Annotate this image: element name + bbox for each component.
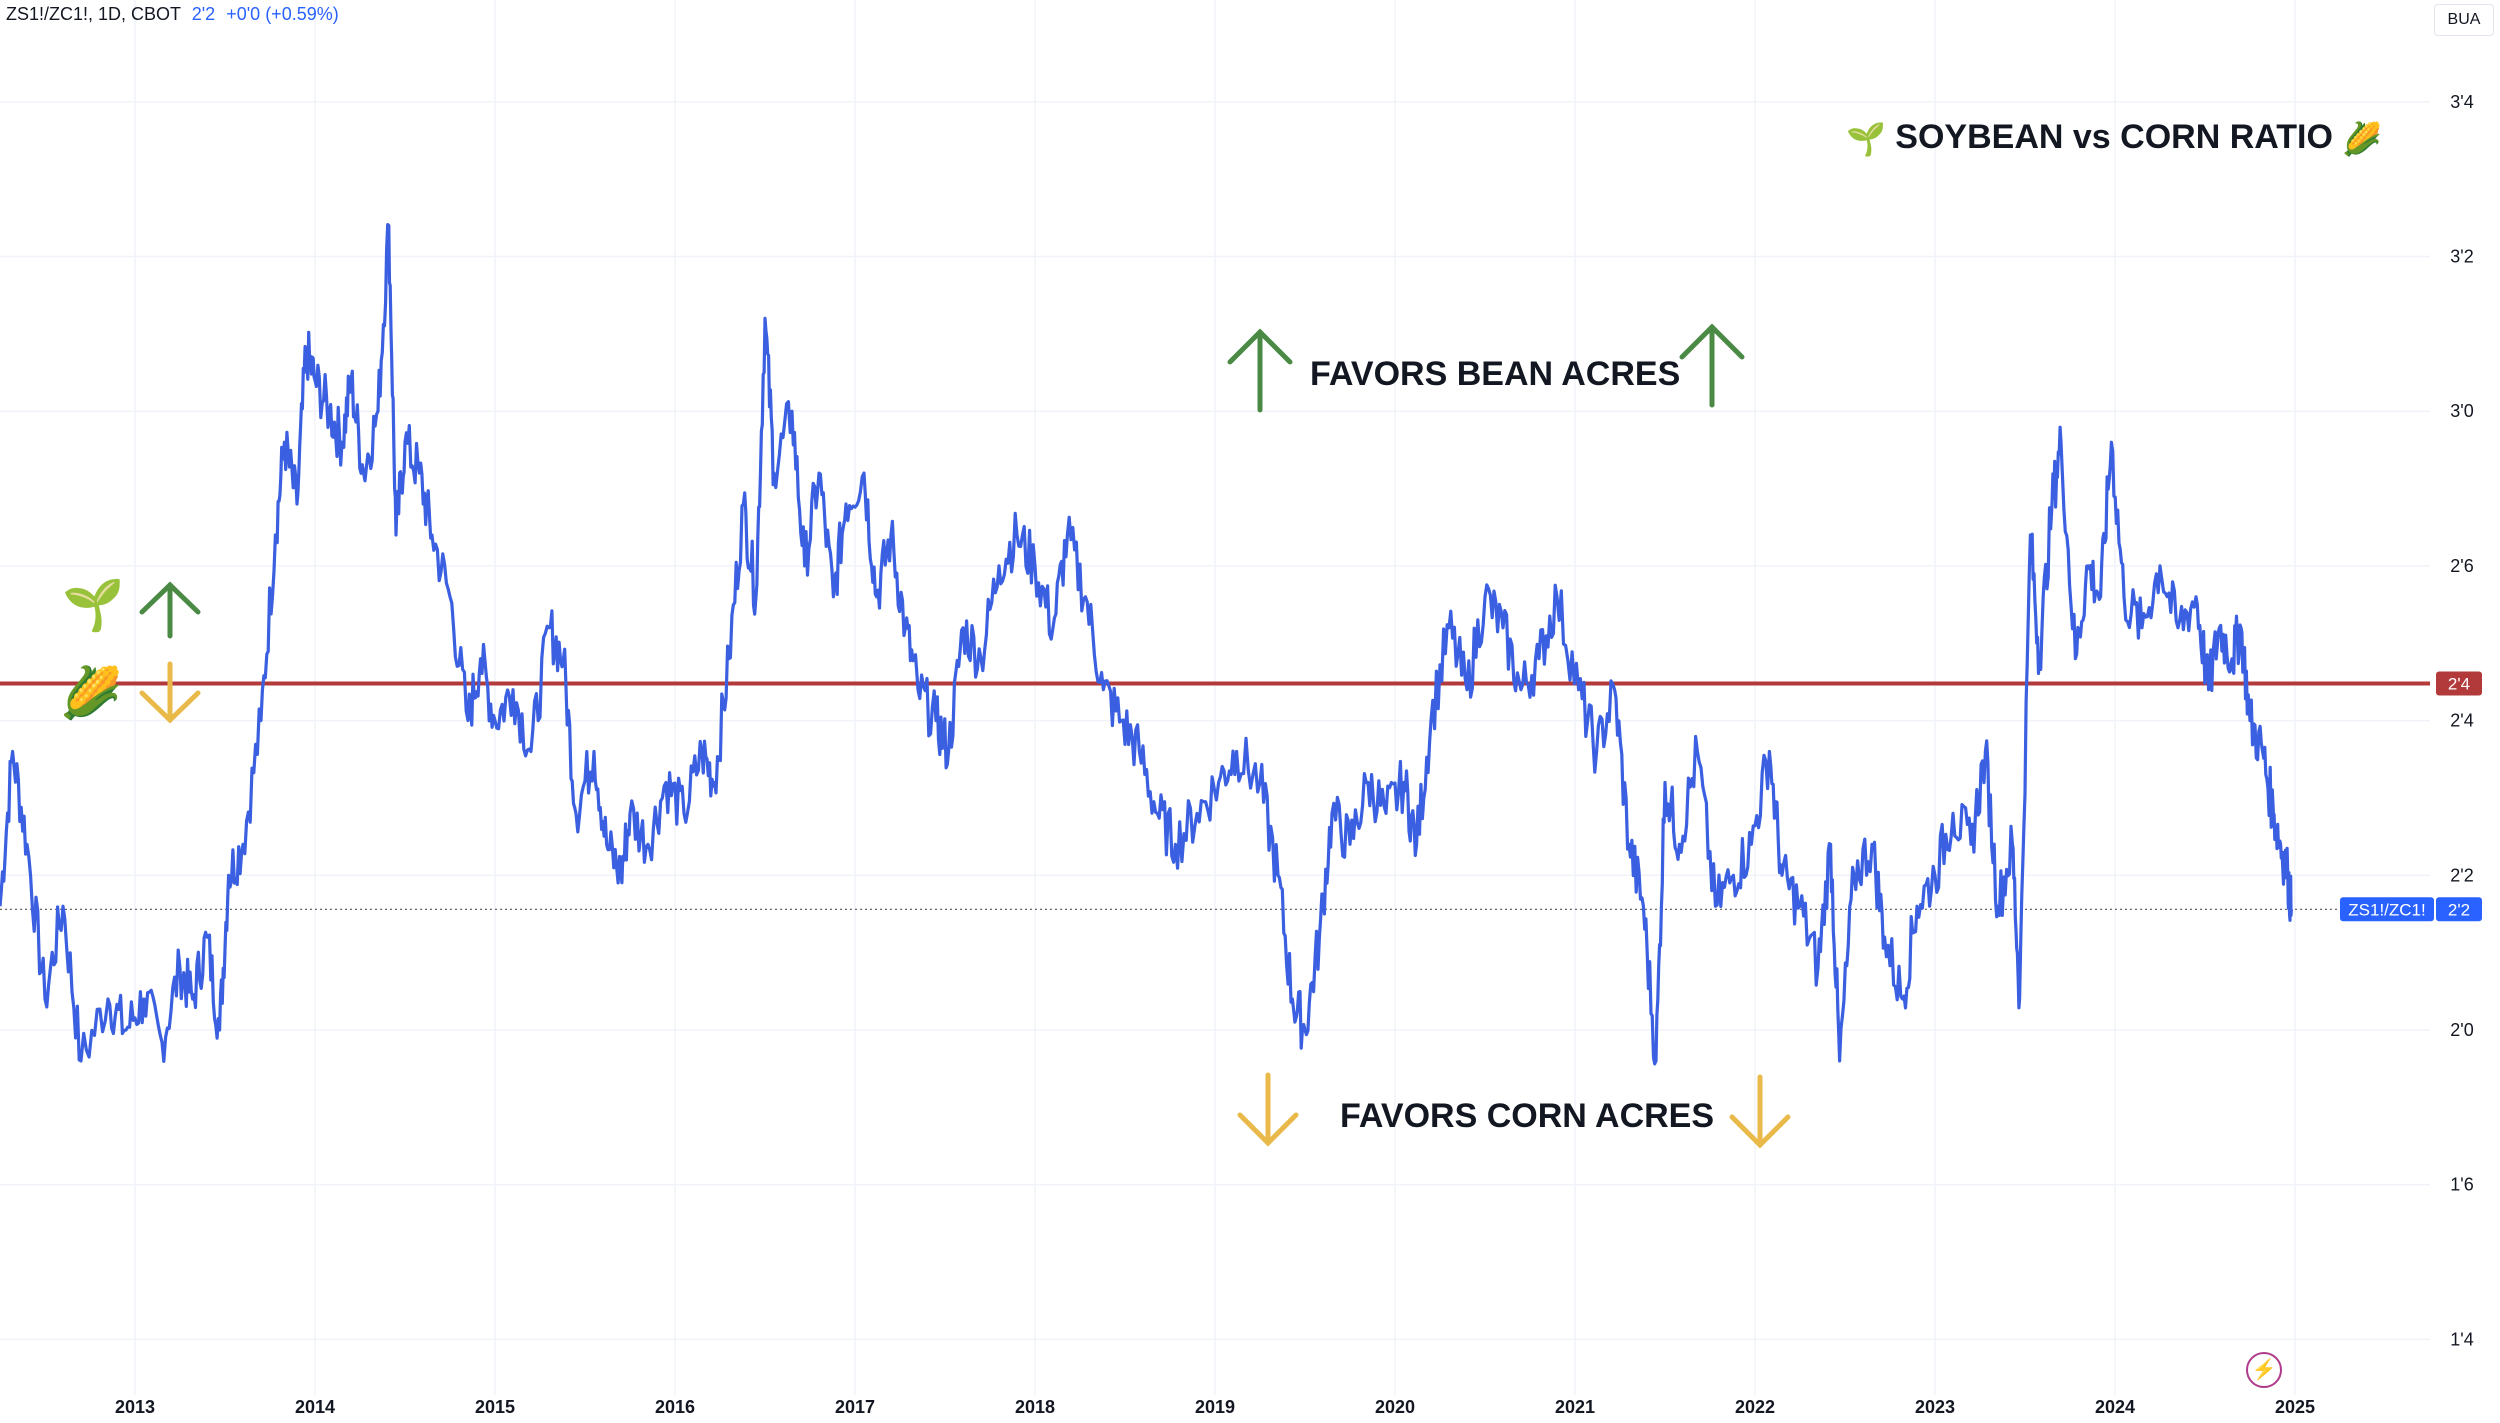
x-tick-label: 2013 <box>115 1397 155 1417</box>
last-value-label: 2ʹ2 <box>2448 900 2470 919</box>
bean-arrow-up-icon <box>1679 323 1745 408</box>
x-tick-label: 2017 <box>835 1397 875 1417</box>
threshold-label: 2ʹ4 <box>2448 674 2470 693</box>
chart-title-text: SOYBEAN vs CORN RATIO <box>1895 118 2333 156</box>
y-tick-label: 2ʹ2 <box>2450 865 2473 885</box>
x-tick-label: 2015 <box>475 1397 515 1417</box>
lightning-icon[interactable]: ⚡ <box>2246 1352 2282 1388</box>
x-tick-label: 2019 <box>1195 1397 1235 1417</box>
x-tick-label: 2018 <box>1015 1397 1055 1417</box>
x-tick-label: 2016 <box>655 1397 695 1417</box>
last-price: 2ʹ2 <box>191 4 216 24</box>
price-change: +0ʹ0 (+0.59%) <box>226 4 339 24</box>
x-tick-label: 2020 <box>1375 1397 1415 1417</box>
last-value-badge: ZS1!/ZC1! 2ʹ2 <box>2340 897 2482 922</box>
y-tick-label: 3ʹ0 <box>2450 401 2473 421</box>
y-tick-label: 3ʹ2 <box>2450 247 2473 267</box>
y-tick-label: 2ʹ0 <box>2450 1020 2473 1040</box>
favors-bean-label: FAVORS BEAN ACRES <box>1310 355 1681 393</box>
x-tick-label: 2022 <box>1735 1397 1775 1417</box>
last-value-symbol: ZS1!/ZC1! <box>2348 900 2425 919</box>
corn-arrow-down-icon <box>1237 1072 1299 1147</box>
side-seedling-icon: 🌱 <box>62 577 125 633</box>
x-tick-label: 2014 <box>295 1397 335 1417</box>
y-tick-label: 2ʹ4 <box>2450 711 2473 731</box>
chart-header: ZS1!/ZC1!, 1D, CBOT 2ʹ2 +0ʹ0 (+0.59%) <box>6 4 339 25</box>
threshold-badge: 2ʹ4 <box>2436 671 2482 696</box>
x-tick-label: 2023 <box>1915 1397 1955 1417</box>
bean-arrow-up-icon <box>1227 328 1293 413</box>
corn-arrow-down-icon <box>1729 1074 1791 1149</box>
seedling-icon: 🌱 <box>1846 121 1886 158</box>
x-tick-label: 2025 <box>2275 1397 2315 1417</box>
corn-icon: 🌽 <box>2342 121 2383 158</box>
x-tick-label: 2021 <box>1555 1397 1595 1417</box>
symbol-label: ZS1!/ZC1!, 1D, CBOT <box>6 4 181 24</box>
grid <box>0 0 2430 1395</box>
chart-title: 🌱 SOYBEAN vs CORN RATIO 🌽 <box>1846 118 2382 158</box>
y-tick-label: 2ʹ6 <box>2450 556 2473 576</box>
side-corn-icon: 🌽 <box>60 665 123 721</box>
series-line-ratio <box>0 223 2293 1066</box>
x-tick-label: 2024 <box>2095 1397 2135 1417</box>
side-corn-arrow-down-icon <box>139 661 201 724</box>
unit-button[interactable]: BUA <box>2434 4 2494 36</box>
y-tick-label: 1ʹ6 <box>2450 1175 2473 1195</box>
x-axis: 2013 2014 2015 2016 2017 2018 2019 2020 2021 2022… <box>115 1397 2315 1417</box>
side-bean-arrow-up-icon <box>139 581 201 639</box>
y-tick-label: 3ʹ4 <box>2450 92 2473 112</box>
favors-corn-label: FAVORS CORN ACRES <box>1340 1097 1715 1135</box>
y-axis: 3ʹ4 3ʹ2 3ʹ0 2ʹ6 2ʹ4 2ʹ2 2ʹ0 1ʹ6 1ʹ4 <box>2450 92 2473 1349</box>
y-tick-label: 1ʹ4 <box>2450 1329 2473 1349</box>
